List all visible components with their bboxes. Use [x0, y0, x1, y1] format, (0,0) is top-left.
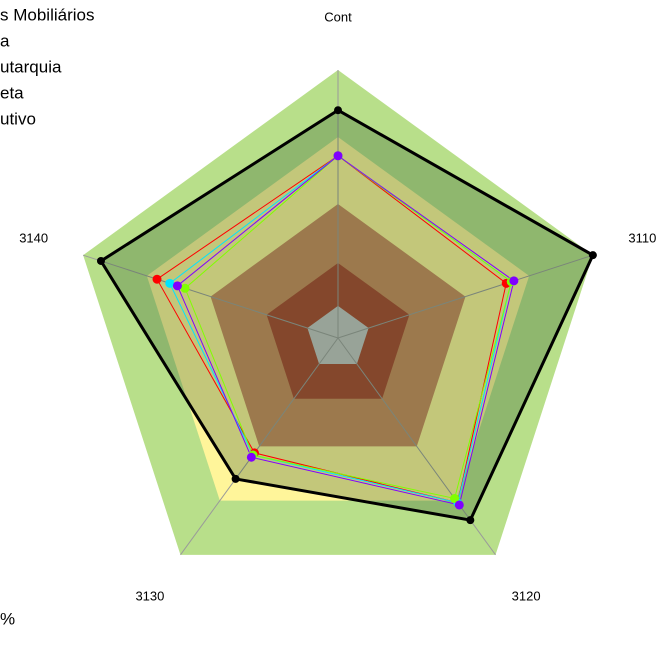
spoke: [82, 254, 339, 339]
point: [466, 516, 475, 525]
spoke: [337, 254, 594, 339]
point: [450, 493, 460, 503]
point: [180, 283, 190, 293]
point: [509, 276, 519, 286]
note: %: [0, 609, 15, 628]
point: [334, 106, 342, 115]
point: [152, 274, 162, 284]
series-line: [156, 155, 507, 504]
legend-label: eta: [0, 83, 24, 102]
point: [172, 281, 182, 291]
axis-label: 3120: [512, 588, 541, 603]
spoke: [180, 337, 339, 556]
point: [588, 251, 597, 260]
axis-label: 3110: [628, 231, 656, 246]
point: [246, 452, 256, 462]
axis-label: 3140: [19, 231, 48, 246]
point: [454, 500, 464, 510]
series-line: [98, 108, 595, 522]
point: [333, 151, 343, 161]
series-line: [176, 155, 515, 506]
point: [96, 256, 105, 265]
point: [165, 278, 175, 288]
point: [231, 474, 240, 483]
legend-label: utarquia: [0, 57, 62, 76]
legend-label: a: [0, 31, 10, 50]
legend-label: s Mobiliários: [0, 5, 94, 24]
axis-label: 3130: [135, 588, 164, 603]
axis-label: Cont: [324, 9, 352, 24]
series-line: [184, 155, 512, 500]
legend-label: utivo: [0, 109, 36, 128]
